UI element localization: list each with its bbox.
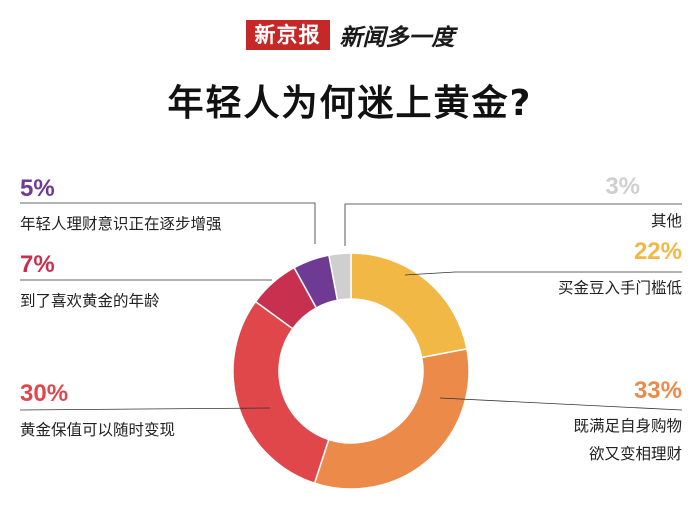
slice-shopping-and-finance — [313, 348, 470, 490]
value-label-low-threshold: 22% — [634, 238, 682, 265]
category-label-shopping-and-finance: 既满足自身购物欲又变相理财 — [573, 417, 682, 463]
category-label-other: 其他 — [651, 212, 682, 230]
slice-value-preservation — [232, 300, 330, 485]
slice-other — [328, 252, 352, 302]
brand-name: 新闻多一度 — [339, 24, 455, 51]
chart-title: 年轻人为何迷上黄金? — [167, 83, 533, 124]
value-label-shopping-and-finance: 33% — [634, 377, 682, 404]
category-label-age: 到了喜欢黄金的年龄 — [20, 292, 160, 310]
leader-line-low-threshold — [404, 271, 682, 276]
category-label-value-preservation: 黄金保值可以随时变现 — [20, 421, 175, 439]
leader-line-finance-awareness — [20, 202, 316, 244]
slice-low-threshold — [350, 252, 468, 359]
leader-lines — [19, 202, 683, 411]
donut-slices — [232, 252, 470, 490]
brand-logo: 新京报 — [245, 20, 330, 50]
value-label-age: 7% — [20, 251, 55, 278]
category-label-low-threshold: 买金豆入手门槛低 — [558, 279, 682, 297]
leader-line-other — [344, 203, 682, 246]
category-label-line-1: 既满足自身购物 — [573, 417, 682, 435]
value-label-finance-awareness: 5% — [20, 175, 55, 202]
brand-header: 新京报 新闻多一度 — [0, 17, 700, 53]
category-label-line-2: 欲又变相理财 — [589, 445, 682, 463]
category-label-finance-awareness: 年轻人理财意识正在逐步增强 — [20, 214, 222, 233]
value-label-value-preservation: 30% — [20, 380, 68, 407]
value-label-other: 3% — [605, 173, 640, 200]
leader-line-value-preservation — [19, 407, 271, 411]
leader-line-shopping-and-finance — [439, 397, 683, 411]
